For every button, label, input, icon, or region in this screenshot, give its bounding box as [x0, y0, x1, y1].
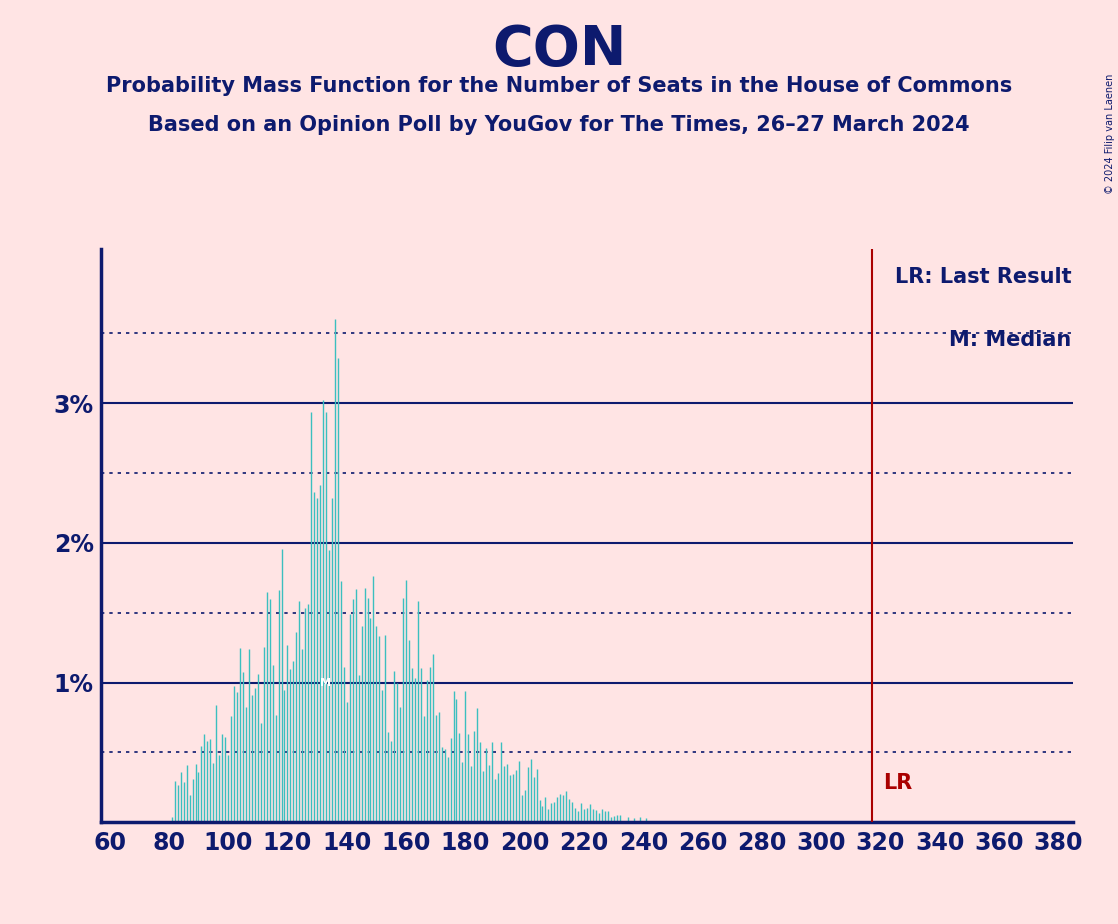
- Text: © 2024 Filip van Laenen: © 2024 Filip van Laenen: [1106, 74, 1115, 194]
- Text: M: Median: M: Median: [949, 330, 1071, 349]
- Text: CON: CON: [492, 23, 626, 77]
- Text: LR: Last Result: LR: Last Result: [894, 267, 1071, 286]
- Text: Based on an Opinion Poll by YouGov for The Times, 26–27 March 2024: Based on an Opinion Poll by YouGov for T…: [149, 115, 969, 135]
- Text: Probability Mass Function for the Number of Seats in the House of Commons: Probability Mass Function for the Number…: [106, 76, 1012, 96]
- Text: M: M: [321, 677, 332, 687]
- Text: LR: LR: [883, 773, 912, 793]
